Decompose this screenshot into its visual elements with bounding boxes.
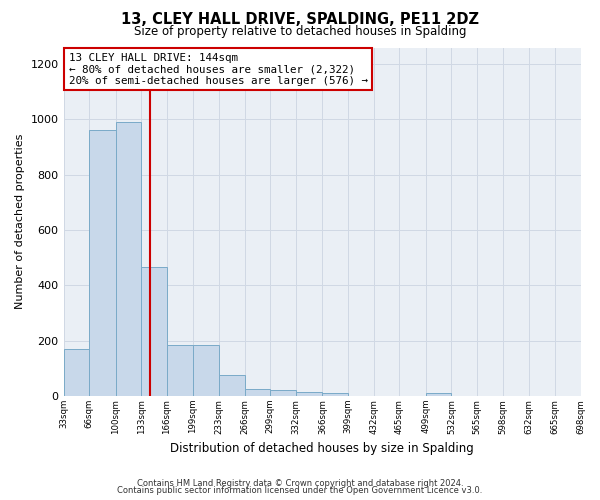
Text: 13, CLEY HALL DRIVE, SPALDING, PE11 2DZ: 13, CLEY HALL DRIVE, SPALDING, PE11 2DZ (121, 12, 479, 28)
Bar (426, 393, 451, 396)
Text: Size of property relative to detached houses in Spalding: Size of property relative to detached ho… (134, 25, 466, 38)
Bar (116, 122, 141, 396)
X-axis label: Distribution of detached houses by size in Spalding: Distribution of detached houses by size … (170, 442, 474, 455)
Bar (245, 389, 271, 396)
Bar (219, 376, 245, 396)
Bar (167, 345, 193, 396)
Text: Contains public sector information licensed under the Open Government Licence v3: Contains public sector information licen… (118, 486, 482, 495)
Y-axis label: Number of detached properties: Number of detached properties (15, 134, 25, 310)
Bar (296, 392, 322, 396)
Bar (141, 268, 167, 396)
Bar (89, 130, 116, 396)
Text: Contains HM Land Registry data © Crown copyright and database right 2024.: Contains HM Land Registry data © Crown c… (137, 478, 463, 488)
Bar (271, 390, 296, 396)
Bar (193, 345, 219, 396)
Bar (64, 349, 89, 396)
Bar (322, 393, 348, 396)
Text: 13 CLEY HALL DRIVE: 144sqm
← 80% of detached houses are smaller (2,322)
20% of s: 13 CLEY HALL DRIVE: 144sqm ← 80% of deta… (69, 52, 368, 86)
